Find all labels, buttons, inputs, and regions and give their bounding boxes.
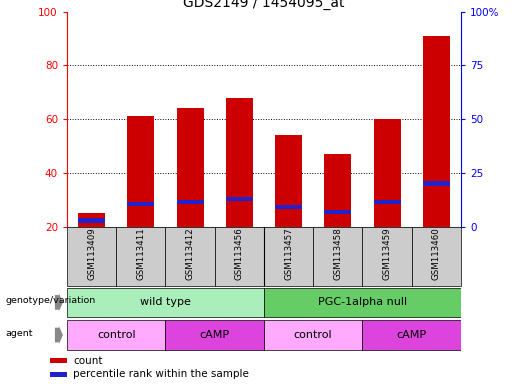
Bar — [127, 202, 154, 207]
Bar — [264, 288, 461, 317]
Bar — [423, 181, 450, 186]
Bar — [78, 218, 105, 223]
Bar — [127, 116, 154, 227]
Text: PGC-1alpha null: PGC-1alpha null — [318, 297, 407, 308]
Text: GSM113409: GSM113409 — [87, 227, 96, 280]
Bar — [67, 227, 116, 286]
Text: wild type: wild type — [140, 297, 191, 308]
Text: cAMP: cAMP — [397, 330, 427, 340]
Bar — [313, 227, 363, 286]
Bar — [165, 227, 215, 286]
FancyArrow shape — [55, 326, 63, 344]
Bar — [423, 36, 450, 227]
Bar — [264, 320, 363, 350]
Bar — [275, 135, 302, 227]
Bar — [215, 227, 264, 286]
Text: percentile rank within the sample: percentile rank within the sample — [73, 369, 249, 379]
Bar — [226, 197, 253, 201]
Bar — [67, 288, 264, 317]
Bar — [373, 119, 401, 227]
Text: GSM113459: GSM113459 — [383, 227, 391, 280]
Bar — [275, 205, 302, 209]
Text: GSM113460: GSM113460 — [432, 227, 441, 280]
Bar — [50, 372, 67, 377]
Text: GSM113411: GSM113411 — [136, 227, 145, 280]
Text: GSM113458: GSM113458 — [333, 227, 342, 280]
Bar — [363, 320, 461, 350]
Bar — [324, 154, 351, 227]
Text: GSM113456: GSM113456 — [235, 227, 244, 280]
Text: cAMP: cAMP — [200, 330, 230, 340]
Text: GSM113457: GSM113457 — [284, 227, 293, 280]
Bar — [411, 227, 461, 286]
FancyArrow shape — [55, 293, 63, 311]
Text: control: control — [97, 330, 135, 340]
Bar — [177, 200, 203, 204]
Bar — [373, 200, 401, 204]
Text: GSM113412: GSM113412 — [185, 227, 195, 280]
Text: genotype/variation: genotype/variation — [5, 296, 96, 305]
Bar — [78, 213, 105, 227]
Text: count: count — [73, 356, 103, 366]
Bar — [177, 108, 203, 227]
Bar — [226, 98, 253, 227]
Bar — [264, 227, 313, 286]
Bar — [363, 227, 411, 286]
Bar — [67, 320, 165, 350]
Bar — [50, 358, 67, 363]
Bar — [116, 227, 165, 286]
Text: agent: agent — [5, 329, 33, 338]
Bar — [324, 210, 351, 214]
Title: GDS2149 / 1454095_at: GDS2149 / 1454095_at — [183, 0, 345, 10]
Text: control: control — [294, 330, 333, 340]
Bar — [165, 320, 264, 350]
